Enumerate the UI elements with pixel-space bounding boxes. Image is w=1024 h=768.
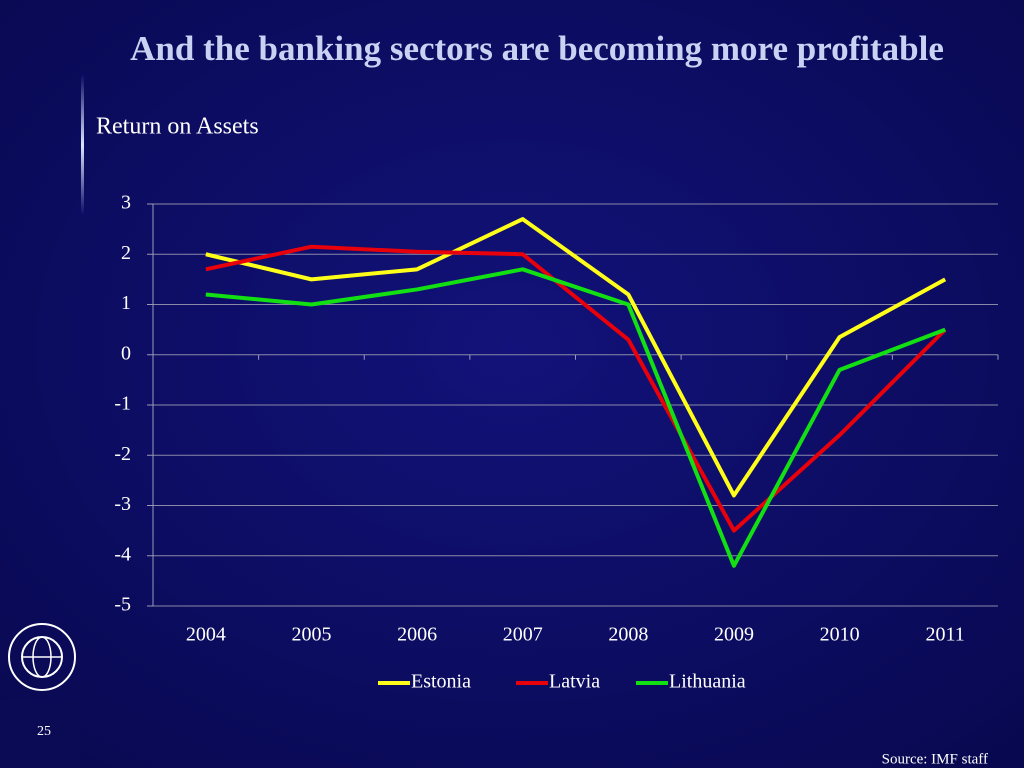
legend-label: Estonia	[411, 671, 471, 693]
chart-subtitle: Return on Assets	[96, 114, 259, 140]
legend-label: Latvia	[549, 671, 600, 693]
x-tick-label: 2010	[820, 624, 860, 646]
x-tick-label: 2011	[926, 624, 965, 646]
page-number: 25	[37, 724, 51, 739]
y-tick-label: -3	[114, 493, 131, 515]
y-tick-label: -1	[114, 393, 131, 415]
source-note: Source: IMF staff	[882, 751, 988, 767]
x-tick-label: 2005	[291, 624, 331, 646]
y-tick-label: 3	[121, 192, 131, 214]
y-tick-label: -5	[114, 594, 131, 616]
series-line	[205, 267, 946, 568]
footer-box	[0, 700, 80, 768]
y-tick-label: 0	[121, 342, 131, 364]
x-tick-label: 2007	[503, 624, 543, 646]
series-line	[205, 217, 947, 498]
y-tick-label: -4	[114, 543, 131, 565]
imf-logo	[8, 623, 76, 691]
y-tick-label: 2	[121, 242, 131, 264]
accent-bar	[81, 75, 84, 215]
slide-title: And the banking sectors are becoming mor…	[130, 29, 944, 68]
x-tick-label: 2004	[186, 624, 226, 646]
x-tick-label: 2006	[397, 624, 437, 646]
y-tick-label: -2	[114, 443, 131, 465]
x-tick-label: 2008	[608, 624, 648, 646]
series-line	[205, 244, 947, 533]
legend-label: Lithuania	[669, 671, 746, 693]
y-tick-label: 1	[121, 292, 131, 314]
x-tick-label: 2009	[714, 624, 754, 646]
